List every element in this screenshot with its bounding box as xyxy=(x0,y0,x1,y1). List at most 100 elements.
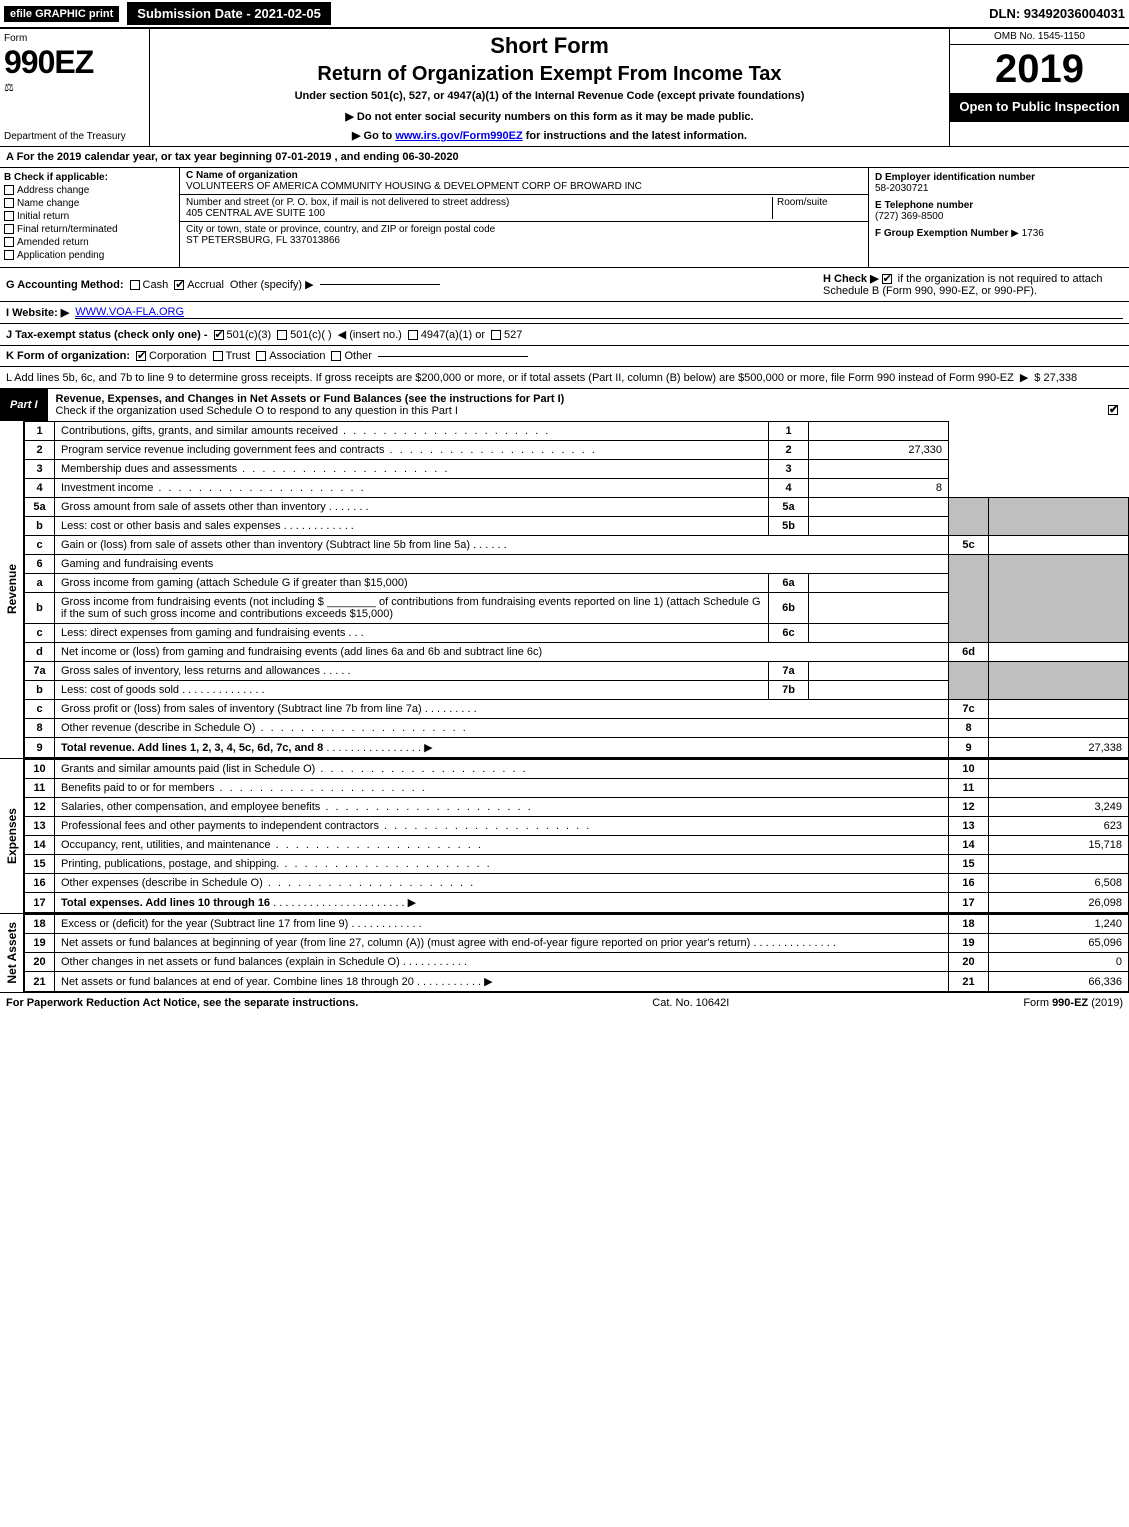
cb-accrual[interactable]: Accrual xyxy=(174,279,224,291)
line-7a: 7aGross sales of inventory, less returns… xyxy=(25,662,1129,681)
omb-number: OMB No. 1545-1150 xyxy=(950,29,1129,45)
top-bar: efile GRAPHIC print Submission Date - 20… xyxy=(0,0,1129,29)
subtitle: Under section 501(c), 527, or 4947(a)(1)… xyxy=(158,90,941,102)
cb-corporation[interactable]: Corporation xyxy=(136,350,206,362)
line-11: 11Benefits paid to or for members11 xyxy=(25,779,1129,798)
form-number: 990EZ xyxy=(4,44,145,81)
city-label: City or town, state or province, country… xyxy=(186,224,495,235)
cb-association[interactable]: Association xyxy=(256,350,325,362)
c-label: C Name of organization xyxy=(186,170,298,181)
org-addr: 405 CENTRAL AVE SUITE 100 xyxy=(186,208,325,219)
submission-date-badge: Submission Date - 2021-02-05 xyxy=(127,2,331,25)
entity-block: B Check if applicable: Address change Na… xyxy=(0,168,1129,268)
id-column: D Employer identification number58-20307… xyxy=(869,168,1129,267)
form-header: Form 990EZ ⚖ Department of the Treasury … xyxy=(0,29,1129,147)
accounting-method-row: G Accounting Method: Cash Accrual Other … xyxy=(0,268,1129,302)
cb-501c3[interactable]: 501(c)(3) xyxy=(214,329,272,341)
cb-amended-return[interactable]: Amended return xyxy=(4,237,175,248)
part-1-check-note: Check if the organization used Schedule … xyxy=(56,405,458,417)
cb-final-return[interactable]: Final return/terminated xyxy=(4,224,175,235)
f-label: F Group Exemption Number xyxy=(875,228,1008,239)
cb-527[interactable]: 527 xyxy=(491,329,522,341)
shade-cell xyxy=(989,498,1129,536)
cb-application-pending[interactable]: Application pending xyxy=(4,250,175,261)
shade-cell xyxy=(949,555,989,643)
paperwork-notice: For Paperwork Reduction Act Notice, see … xyxy=(6,997,358,1009)
seal-icon: ⚖ xyxy=(4,81,145,94)
line-16: 16Other expenses (describe in Schedule O… xyxy=(25,874,1129,893)
cb-initial-return[interactable]: Initial return xyxy=(4,211,175,222)
dln-label: DLN: 93492036004031 xyxy=(989,6,1125,21)
b-label: B Check if applicable: xyxy=(4,172,175,183)
h-label: H Check ▶ xyxy=(823,273,879,285)
addr-label: Number and street (or P. O. box, if mail… xyxy=(186,197,509,208)
line-21: 21Net assets or fund balances at end of … xyxy=(25,972,1129,992)
insert-no: ◀ (insert no.) xyxy=(338,328,402,341)
line-5c: cGain or (loss) from sale of assets othe… xyxy=(25,536,1129,555)
cb-address-change[interactable]: Address change xyxy=(4,185,175,196)
cb-501c[interactable]: 501(c)( ) xyxy=(277,329,332,341)
l-arrow: ▶ xyxy=(1020,371,1028,384)
line-19: 19Net assets or fund balances at beginni… xyxy=(25,934,1129,953)
efile-badge[interactable]: efile GRAPHIC print xyxy=(4,6,119,22)
line-9: 9Total revenue. Add lines 1, 2, 3, 4, 5c… xyxy=(25,738,1129,758)
revenue-block: Revenue 1Contributions, gifts, grants, a… xyxy=(0,421,1129,759)
org-city-cell: City or town, state or province, country… xyxy=(180,222,868,248)
other-specify: Other (specify) ▶ xyxy=(230,278,314,291)
website-row: I Website: ▶ WWW.VOA-FLA.ORG xyxy=(0,302,1129,324)
line-4: 4Investment income48 xyxy=(25,479,1129,498)
net-assets-table: 18Excess or (deficit) for the year (Subt… xyxy=(24,914,1129,992)
cb-trust[interactable]: Trust xyxy=(213,350,251,362)
line-7c: cGross profit or (loss) from sales of in… xyxy=(25,700,1129,719)
department-label: Department of the Treasury xyxy=(4,131,145,142)
line-2: 2Program service revenue including gover… xyxy=(25,441,1129,460)
irs-link[interactable]: www.irs.gov/Form990EZ xyxy=(395,130,522,142)
part-1-label: Part I xyxy=(0,395,48,415)
cb-4947a1[interactable]: 4947(a)(1) or xyxy=(408,329,485,341)
j-label: J Tax-exempt status (check only one) - xyxy=(6,329,208,341)
org-name-column: C Name of organization VOLUNTEERS OF AME… xyxy=(180,168,869,267)
i-label: I Website: ▶ xyxy=(6,306,69,319)
org-name: VOLUNTEERS OF AMERICA COMMUNITY HOUSING … xyxy=(186,181,642,192)
top-bar-left: efile GRAPHIC print Submission Date - 20… xyxy=(4,2,331,25)
d-label: D Employer identification number xyxy=(875,172,1035,183)
line-10: 10Grants and similar amounts paid (list … xyxy=(25,760,1129,779)
applicable-checkboxes: B Check if applicable: Address change Na… xyxy=(0,168,180,267)
open-to-public-inspection: Open to Public Inspection xyxy=(950,93,1129,122)
form-of-organization-row: K Form of organization: Corporation Trus… xyxy=(0,346,1129,367)
cb-other-org[interactable]: Other xyxy=(331,350,372,362)
cb-schedule-o-used[interactable] xyxy=(1108,405,1118,415)
website-link[interactable]: WWW.VOA-FLA.ORG xyxy=(75,306,1123,319)
org-name-cell: C Name of organization VOLUNTEERS OF AME… xyxy=(180,168,868,195)
form-word: Form xyxy=(4,33,145,44)
cb-name-change[interactable]: Name change xyxy=(4,198,175,209)
k-label: K Form of organization: xyxy=(6,350,130,362)
short-form-title: Short Form xyxy=(158,33,941,59)
l-amount: $ 27,338 xyxy=(1034,372,1077,384)
expenses-table: 10Grants and similar amounts paid (list … xyxy=(24,759,1129,913)
phone: (727) 369-8500 xyxy=(875,211,943,222)
group-number: ▶ 1736 xyxy=(1011,228,1044,239)
line-8: 8Other revenue (describe in Schedule O)8 xyxy=(25,719,1129,738)
revenue-table: 1Contributions, gifts, grants, and simil… xyxy=(24,421,1129,758)
cb-cash[interactable]: Cash xyxy=(130,279,169,291)
org-addr-cell: Number and street (or P. O. box, if mail… xyxy=(180,195,868,222)
catalog-number: Cat. No. 10642I xyxy=(652,997,729,1009)
cb-schedule-b-not-required[interactable] xyxy=(882,274,892,284)
line-14: 14Occupancy, rent, utilities, and mainte… xyxy=(25,836,1129,855)
room-suite-label: Room/suite xyxy=(772,197,862,219)
part-1-title: Revenue, Expenses, and Changes in Net As… xyxy=(48,389,1129,421)
line-3: 3Membership dues and assessments3 xyxy=(25,460,1129,479)
shade-cell xyxy=(989,662,1129,700)
other-specify-input[interactable] xyxy=(320,284,440,285)
goto-note: ▶ Go to www.irs.gov/Form990EZ for instru… xyxy=(158,129,941,142)
h-check-block: H Check ▶ if the organization is not req… xyxy=(823,272,1123,297)
line-12: 12Salaries, other compensation, and empl… xyxy=(25,798,1129,817)
l-text: L Add lines 5b, 6c, and 7b to line 9 to … xyxy=(6,372,1014,384)
gross-receipts-row: L Add lines 5b, 6c, and 7b to line 9 to … xyxy=(0,367,1129,389)
net-assets-block: Net Assets 18Excess or (deficit) for the… xyxy=(0,914,1129,993)
part-1-header: Part I Revenue, Expenses, and Changes in… xyxy=(0,389,1129,421)
org-city: ST PETERSBURG, FL 337013866 xyxy=(186,235,340,246)
line-18: 18Excess or (deficit) for the year (Subt… xyxy=(25,915,1129,934)
other-org-input[interactable] xyxy=(378,356,528,357)
